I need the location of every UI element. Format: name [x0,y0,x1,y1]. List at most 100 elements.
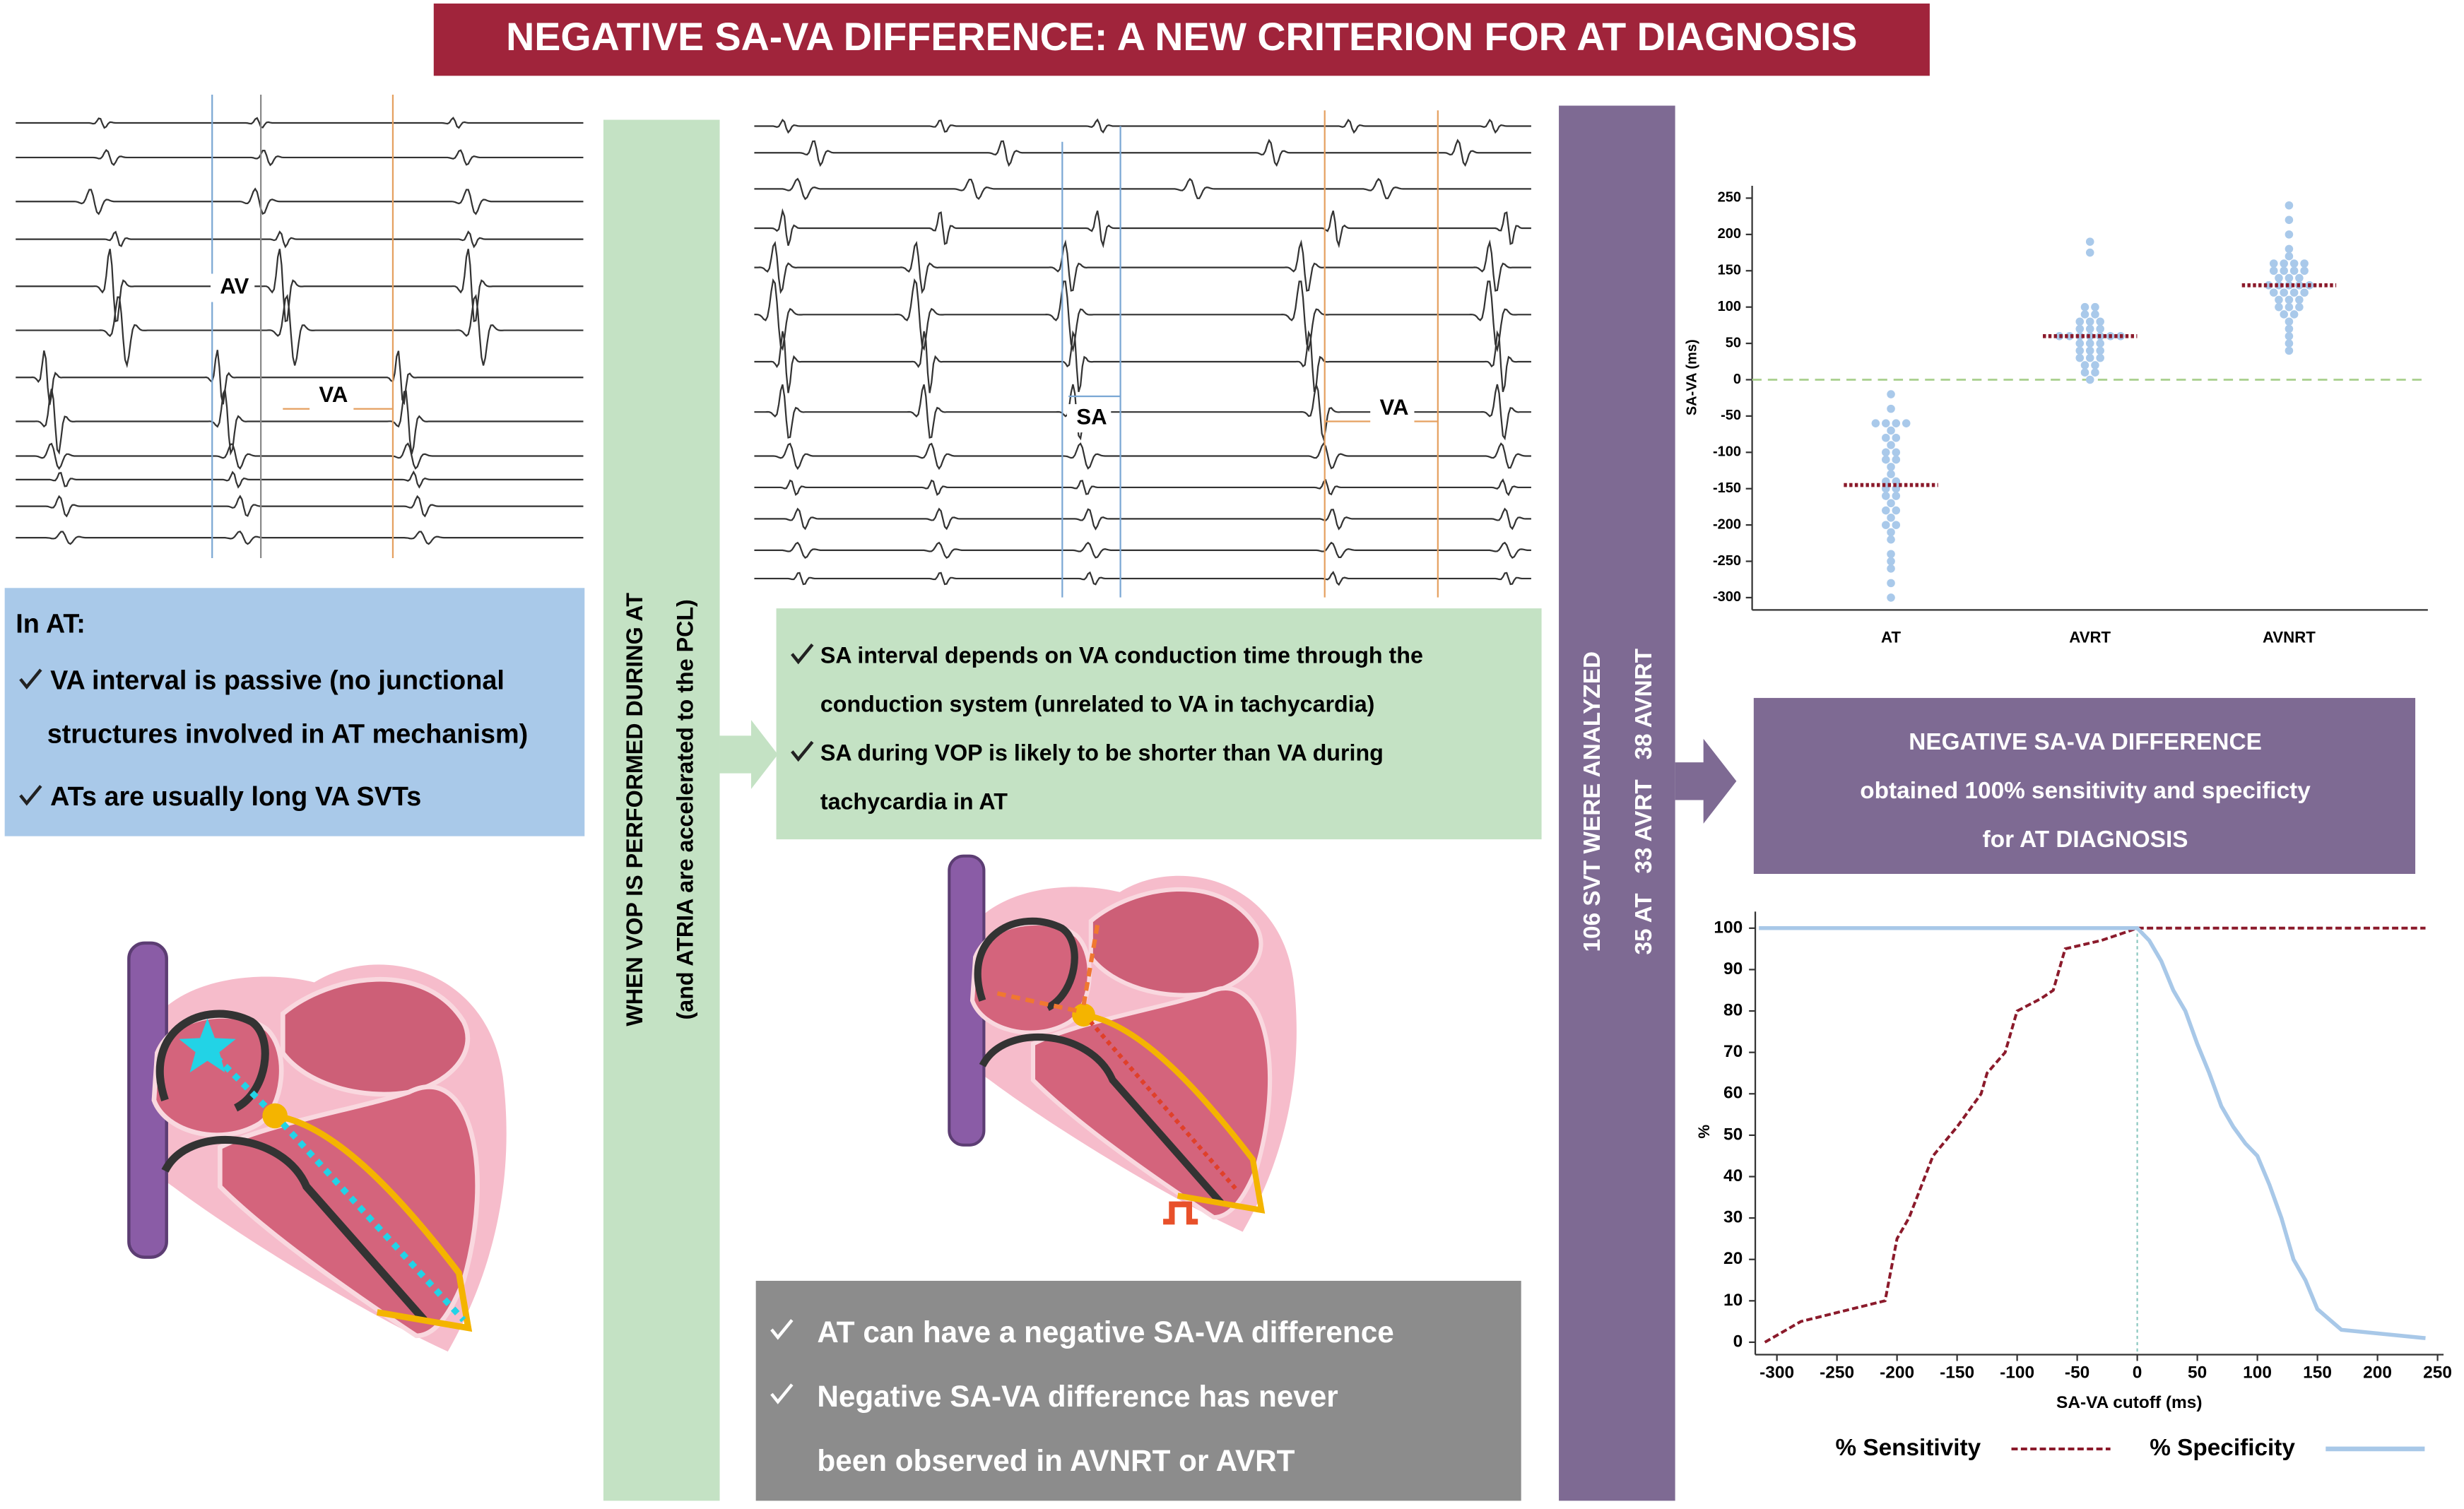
data-point [1887,470,1895,478]
check-icon [770,1319,794,1340]
heart [948,854,1297,1232]
check-icon [19,785,42,806]
box-text: structures involved in AT mechanism) [47,719,529,749]
data-point [2096,353,2104,362]
ecg-trace [754,442,1531,471]
ecg-trace [754,541,1531,560]
data-point [1882,433,1890,442]
data-point [2085,339,2094,348]
x-tick-label: AVRT [2069,628,2111,646]
data-point [2091,310,2099,319]
data-point [2295,302,2304,312]
heart-part [205,1046,466,1322]
data-point [2065,332,2074,341]
heart-part [1089,1020,1237,1190]
y-tick-label: -150 [1713,480,1741,496]
y-tick-label: 60 [1723,1084,1743,1103]
x-tick-label: -150 [1940,1363,1974,1383]
data-point [1882,492,1890,500]
node [262,1103,288,1129]
data-point [2264,281,2273,290]
ecg-trace [754,208,1531,249]
result-text: obtained 100% sensitivity and specificty [1860,778,2311,804]
result-text: for AT DIAGNOSIS [1983,827,2188,853]
data-point [1887,514,1895,522]
conclusion-box [755,1280,1521,1501]
at-box [4,588,585,836]
vop-bar [603,119,720,1501]
label-bg [310,381,354,410]
title-banner [433,3,1930,76]
ecg-trace [16,294,584,369]
y-tick-label: 80 [1723,1001,1743,1020]
x-tick-label: 150 [2303,1363,2332,1383]
y-tick-label: -200 [1713,516,1741,532]
ecg-trace [16,470,584,489]
legend-label: % Specificity [2150,1435,2295,1461]
node [1072,1003,1095,1027]
data-point [2280,266,2288,276]
data-point [2289,259,2299,268]
x-tick-label: AVNRT [2263,628,2316,646]
box-text: conduction system (unrelated to VA in ta… [820,692,1375,717]
ecg-trace [754,138,1531,167]
data-point [1892,433,1901,442]
data-point [2080,310,2089,319]
data-point [1882,521,1890,529]
heart-part [280,976,471,1097]
check-icon [791,643,814,665]
y-tick-label: 90 [1723,959,1743,978]
y-tick-label: 0 [1733,372,1741,387]
y-tick-label: 20 [1723,1249,1743,1268]
x-tick-label: AT [1881,628,1901,646]
ecg-trace [16,230,584,249]
ecg-trace [754,118,1531,134]
y-tick-label: 0 [1733,1332,1743,1351]
data-point [2080,361,2089,369]
box-text: VA interval is passive (no junctional [50,666,505,696]
data-point [2075,332,2085,341]
x-tick-label: 50 [2188,1363,2207,1383]
data-point [2269,288,2278,297]
data-point [2285,215,2294,225]
data-point [2085,237,2094,246]
result-box [1753,697,2416,875]
box-text: SA during VOP is likely to be shorter th… [820,740,1384,766]
data-point [1887,550,1895,559]
check-icon [19,668,42,690]
data-point [1887,441,1895,449]
y-tick-label: 30 [1723,1208,1743,1227]
data-point [2285,302,2294,312]
ecg-trace [754,177,1531,201]
data-point [2075,353,2085,362]
x-tick-label: -100 [2000,1363,2034,1383]
title: NEGATIVE SA-VA DIFFERENCE: A NEW CRITERI… [506,15,1857,59]
ecg-trace [16,350,584,406]
data-point [2295,295,2304,304]
data-point [2275,295,2283,304]
data-point [2275,273,2283,283]
data-point [2085,353,2094,362]
data-point [2085,375,2094,384]
data-point [1892,506,1901,515]
y-tick-label: -50 [1721,408,1741,423]
data-point [1892,448,1901,457]
data-point [2091,368,2099,377]
heart-part [155,1010,269,1112]
data-point [2075,339,2085,348]
data-point [2295,273,2304,283]
data-point [1887,528,1895,537]
x-tick-label: 0 [2133,1363,2142,1383]
data-point [1892,521,1901,529]
data-point [2285,230,2294,239]
data-point [2285,332,2294,341]
data-point [2280,310,2288,319]
ecg-trace [16,249,584,323]
result-text: NEGATIVE SA-VA DIFFERENCE [1909,729,2262,755]
y-tick-label: 100 [1718,299,1741,314]
ecg-trace [754,239,1531,295]
ecg-trace [16,531,584,545]
data-point [2300,259,2309,268]
y-axis-label: % [1695,1125,1713,1139]
